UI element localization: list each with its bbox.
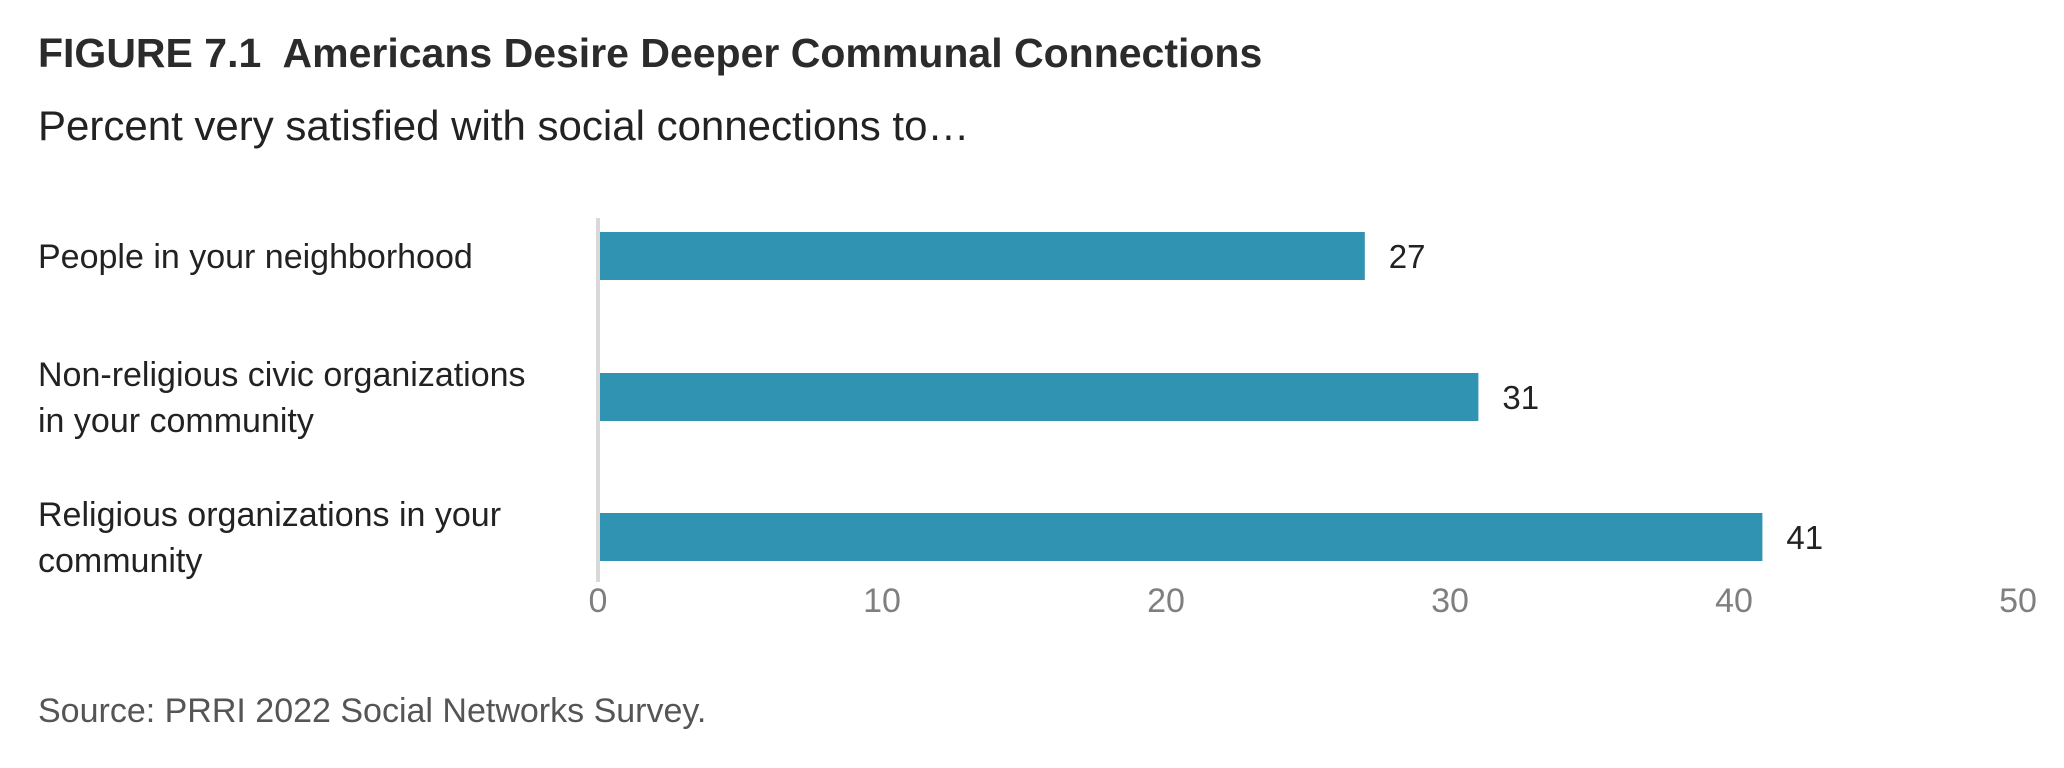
data-label-1: 27 <box>1389 238 1426 275</box>
x-tick-label-30: 30 <box>1431 582 1469 620</box>
data-label-3: 41 <box>1786 519 1823 556</box>
bar-2 <box>600 373 1479 421</box>
category-label-3-line-1: Religious organizations in your <box>38 496 501 534</box>
category-label-2-line-2: in your community <box>38 402 314 440</box>
data-label-2: 31 <box>1502 379 1539 416</box>
bar-chart: 27 People in your neighborhood 31 Non-relig… <box>38 218 2037 620</box>
chart-title: FIGURE 7.1 Americans Desire Deeper Commu… <box>38 30 1263 76</box>
x-tick-label-10: 10 <box>863 582 901 620</box>
category-label-2-line-1: Non-religious civic organizations <box>38 356 526 394</box>
bar-1 <box>600 232 1365 280</box>
x-tick-label-40: 40 <box>1715 582 1753 620</box>
x-tick-label-0: 0 <box>589 582 608 620</box>
category-label-3-line-2: community <box>38 542 202 580</box>
x-tick-label-20: 20 <box>1147 582 1185 620</box>
source-note: Source: PRRI 2022 Social Networks Survey… <box>38 692 707 730</box>
bar-3 <box>600 513 1763 561</box>
category-label-1: People in your neighborhood <box>38 238 473 276</box>
x-tick-label-50: 50 <box>1999 582 2037 620</box>
chart-subtitle: Percent very satisfied with social conne… <box>38 102 970 149</box>
